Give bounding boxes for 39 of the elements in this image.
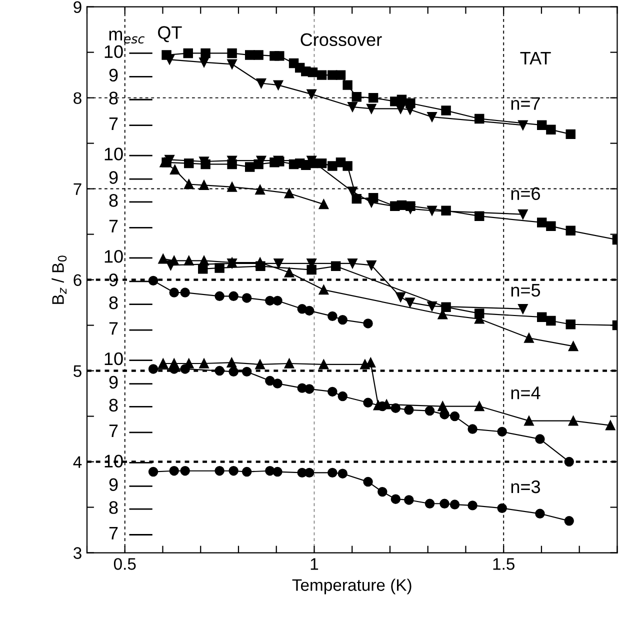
x-axis-title: Temperature (K) (292, 578, 412, 594)
y-tick-label: 5 (74, 365, 82, 377)
annotation: 9 (109, 376, 118, 389)
annotation: 8 (109, 398, 118, 412)
annotation: Crossover (300, 33, 382, 46)
annotation: 9 (109, 478, 118, 492)
annotation: 8 (109, 92, 118, 104)
annotation: 9 (109, 68, 118, 82)
annotation: 8 (109, 194, 118, 207)
y-tick-label: 9 (74, 1, 82, 14)
annotation: QT (158, 26, 182, 42)
annotation: 10 (104, 352, 123, 366)
y-tick-label: 8 (74, 92, 82, 104)
annotation: 7 (109, 527, 118, 540)
annotation: 7 (109, 220, 118, 232)
annotation: 10 (104, 148, 123, 160)
annotation: 8 (109, 296, 118, 310)
x-tick-label: 1.5 (493, 558, 514, 570)
annotation: 7 (109, 322, 118, 335)
annotation: 10 (104, 45, 123, 58)
y-tick-label: 3 (74, 547, 82, 559)
annotation: n=4 (511, 386, 540, 400)
annotation: 7 (109, 424, 118, 438)
annotation: TAT (520, 52, 551, 64)
annotation: m$_{esc}$ (109, 30, 145, 44)
x-tick-label: 0.5 (114, 558, 136, 570)
annotation: n=5 (511, 284, 540, 297)
x-tick-label: 1 (310, 558, 318, 570)
y-axis-title: B$_{z}$ / B$_{0}$ (52, 256, 67, 304)
annotation: 8 (109, 501, 118, 514)
annotation: n=6 (511, 187, 540, 200)
annotation: 9 (109, 171, 118, 184)
annotation: n=7 (511, 97, 540, 110)
y-tick-label: 4 (73, 456, 82, 468)
y-tick-label: 6 (74, 274, 82, 286)
annotation: n=3 (511, 480, 540, 494)
annotation: 7 (109, 118, 118, 130)
annotation: 10 (104, 250, 123, 263)
y-tick-label: 7 (74, 183, 82, 195)
